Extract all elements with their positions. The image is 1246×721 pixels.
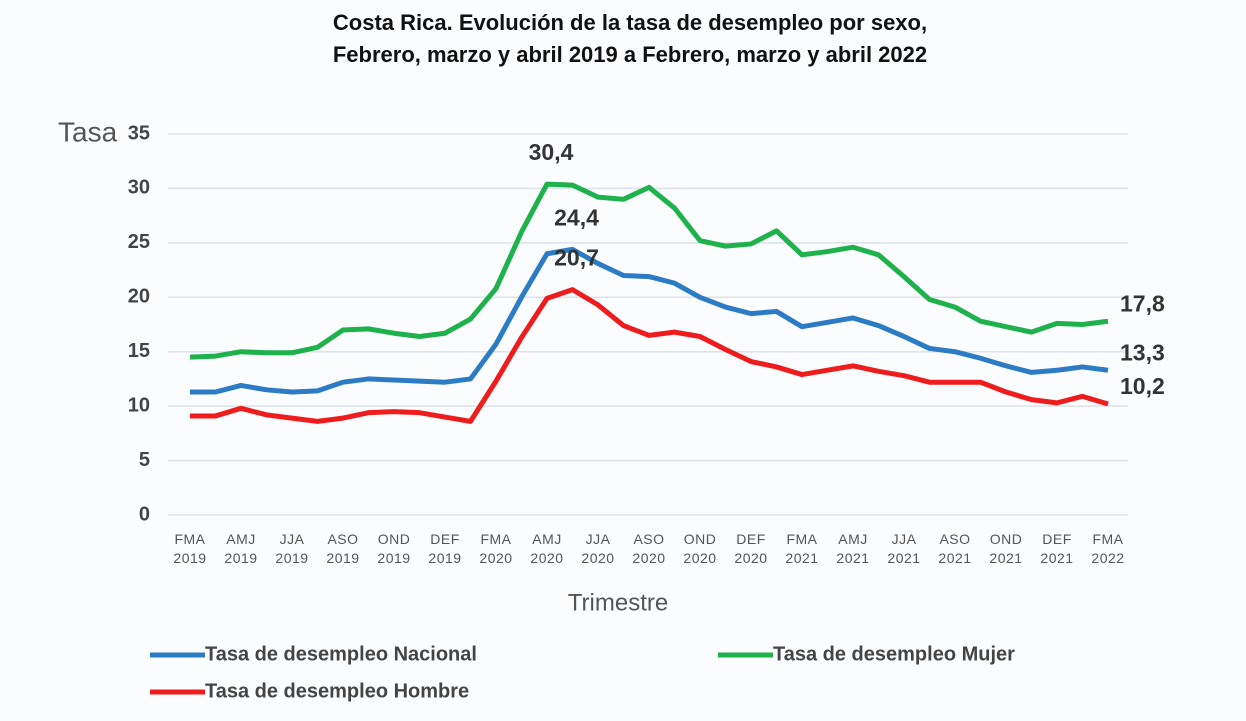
x-tick-label: ASO 2021 [938,531,972,566]
chart-title: Costa Rica. Evolución de la tasa de dese… [333,10,927,35]
legend-label: Tasa de desempleo Mujer [773,643,1015,665]
y-tick-label: 5 [139,449,150,471]
data-label: 10,2 [1120,373,1165,399]
x-tick-label: AMJ 2019 [224,531,258,566]
x-tick-label: JJA 2020 [581,531,615,566]
x-tick-label: FMA 2021 [785,531,819,566]
x-tick-label: DEF 2021 [1040,531,1074,566]
x-tick-label: AMJ 2020 [530,531,564,566]
y-tick-label: 25 [128,231,150,253]
data-label: 24,4 [554,204,599,230]
x-axis-label: Trimestre [568,589,668,616]
y-tick-label: 0 [139,503,150,525]
y-tick-label: 20 [128,286,150,308]
x-tick-label: FMA 2020 [479,531,513,566]
x-tick-label: OND 2021 [989,531,1023,566]
x-tick-label: ASO 2019 [326,531,360,566]
x-tick-label: FMA 2019 [173,531,207,566]
data-label: 30,4 [529,139,574,165]
legend-label: Tasa de desempleo Hombre [205,680,469,702]
series-line [190,246,1109,395]
chart-title: Febrero, marzo y abril 2019 a Febrero, m… [333,42,927,67]
series-line [189,181,1109,360]
data-label: 13,3 [1120,339,1165,365]
x-tick-label: FMA 2022 [1091,531,1125,566]
data-label: 17,8 [1120,290,1165,316]
data-label: 20,7 [554,245,599,271]
x-tick-label: DEF 2020 [734,531,768,566]
x-tick-label: ASO 2020 [632,531,666,566]
y-tick-label: 35 [128,122,150,144]
legend-label: Tasa de desempleo Nacional [205,643,477,665]
y-tick-label: 10 [128,394,150,416]
x-tick-label: OND 2020 [683,531,717,566]
x-tick-label: AMJ 2021 [836,531,870,566]
y-axis-label: Tasa [58,116,118,147]
series-line [190,287,1109,424]
y-tick-label: 15 [128,340,150,362]
x-tick-label: DEF 2019 [428,531,462,566]
x-tick-label: OND 2019 [377,531,411,566]
x-tick-label: JJA 2021 [887,531,921,566]
y-tick-label: 30 [128,177,150,199]
x-tick-label: JJA 2019 [275,531,309,566]
